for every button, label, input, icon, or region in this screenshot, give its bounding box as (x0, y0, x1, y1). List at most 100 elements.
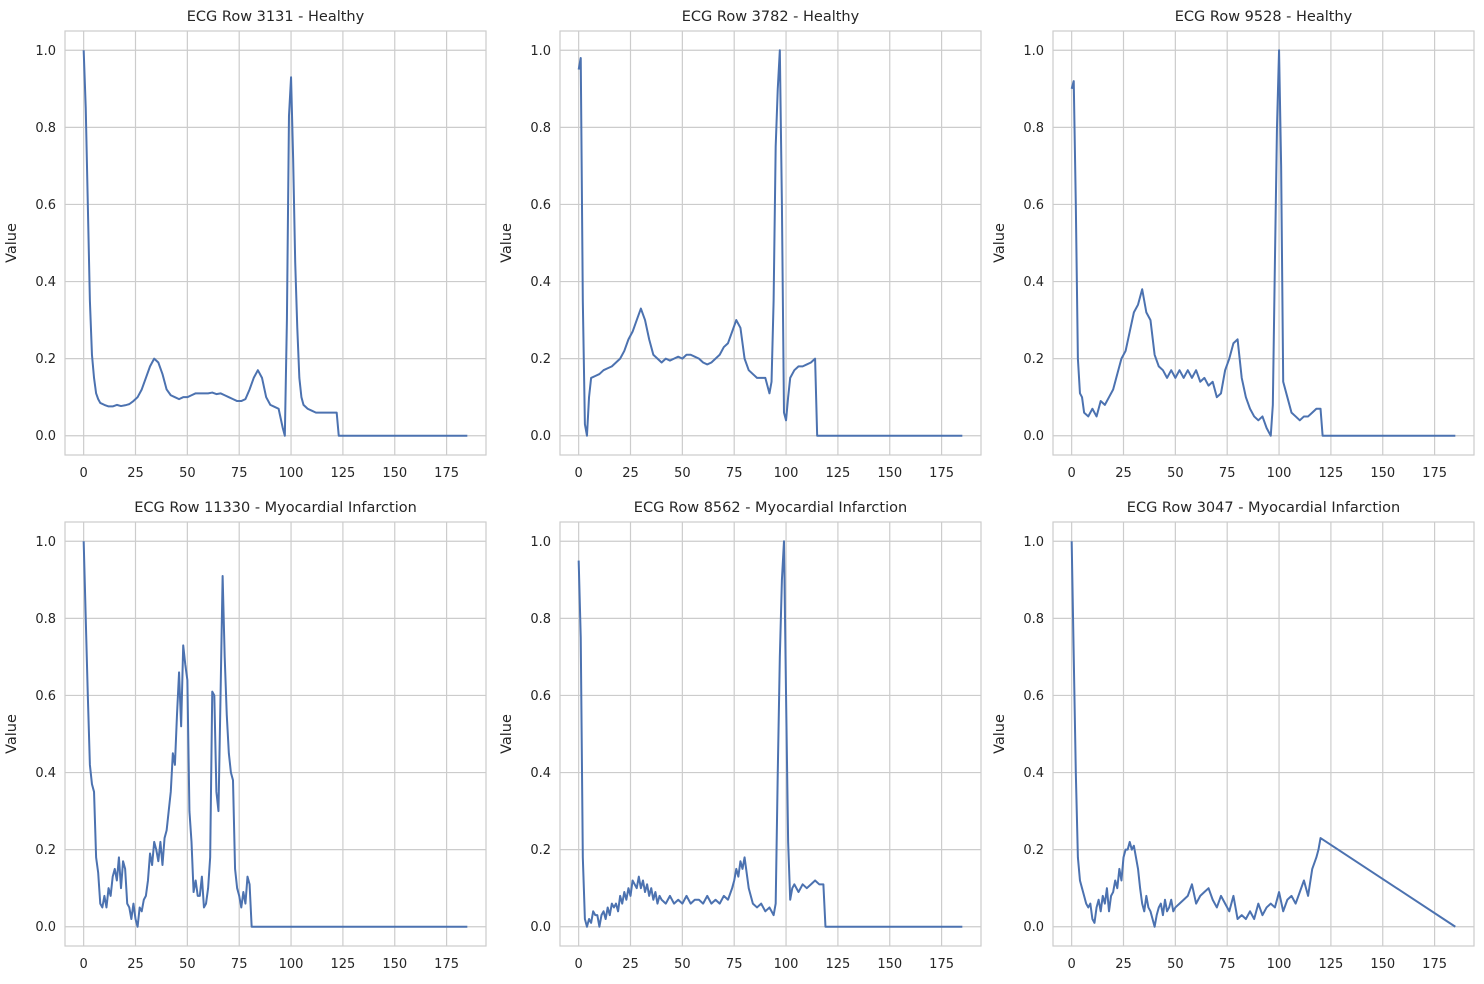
x-tick-label: 0 (80, 466, 88, 481)
x-tick-label: 50 (1167, 466, 1184, 481)
x-tick-label: 0 (1068, 957, 1076, 972)
y-tick-label: 0.6 (530, 689, 551, 704)
x-tick-label: 75 (1219, 466, 1236, 481)
y-tick-label: 0.8 (35, 612, 56, 627)
y-tick-label: 0.6 (1023, 689, 1044, 704)
y-tick-label: 0.0 (35, 920, 56, 935)
y-tick-label: 0.8 (1023, 612, 1044, 627)
x-tick-label: 25 (622, 957, 639, 972)
x-tick-label: 175 (434, 957, 459, 972)
y-axis-label: Value (4, 714, 20, 754)
ecg-series-line (82, 50, 468, 437)
y-axis-label: Value (992, 714, 1008, 754)
ecg-series-line (1070, 541, 1456, 928)
x-tick-label: 125 (825, 957, 850, 972)
x-tick-label: 100 (1267, 957, 1292, 972)
subplot-4: 0 25 50 75 100 125 150 175 0.0 0.2 0.4 0.6 0.8 1.0 ECG… (499, 500, 982, 972)
x-tick-label: 150 (877, 957, 902, 972)
y-tick-label: 0.4 (530, 275, 551, 290)
x-tick-label: 25 (1115, 466, 1132, 481)
y-tick-label: 1.0 (1023, 44, 1044, 59)
ecg-series-line (577, 49, 963, 437)
x-tick-label: 0 (575, 466, 583, 481)
subplot-3: 0 25 50 75 100 125 150 175 0.0 0.2 0.4 0.6 0.8 1.0 ECG… (4, 500, 487, 972)
subplot-title: ECG Row 9528 - Healthy (1175, 9, 1353, 25)
plot-area (64, 30, 487, 456)
y-axis-label: Value (499, 714, 515, 754)
x-tick-label: 175 (1422, 957, 1447, 972)
subplot-1: 0 25 50 75 100 125 150 175 0.0 0.2 0.4 0.6 0.8 1.0 ECG… (499, 9, 982, 481)
y-axis-label: Value (992, 223, 1008, 263)
y-tick-label: 0.6 (1023, 198, 1044, 213)
y-tick-label: 0.2 (1023, 843, 1044, 858)
x-tick-label: 25 (127, 466, 144, 481)
y-tick-label: 0.0 (530, 920, 551, 935)
y-tick-label: 0.0 (1023, 920, 1044, 935)
subplot-title: ECG Row 8562 - Myocardial Infarction (634, 500, 907, 516)
ecg-series-line (1070, 49, 1456, 437)
y-tick-label: 0.4 (35, 766, 56, 781)
x-tick-label: 50 (179, 957, 196, 972)
x-tick-label: 75 (726, 957, 743, 972)
y-tick-label: 1.0 (35, 44, 56, 59)
y-tick-label: 0.2 (1023, 352, 1044, 367)
y-tick-label: 0.4 (35, 275, 56, 290)
y-tick-label: 0.4 (530, 766, 551, 781)
y-tick-label: 0.2 (530, 352, 551, 367)
x-tick-label: 175 (434, 466, 459, 481)
x-tick-label: 125 (1318, 466, 1343, 481)
x-tick-label: 0 (1068, 466, 1076, 481)
x-tick-label: 0 (80, 957, 88, 972)
x-tick-label: 150 (382, 466, 407, 481)
plot-area (559, 521, 982, 947)
x-tick-label: 75 (726, 466, 743, 481)
y-tick-label: 1.0 (35, 535, 56, 550)
x-tick-label: 100 (279, 466, 304, 481)
y-axis-label: Value (499, 223, 515, 263)
x-tick-label: 125 (825, 466, 850, 481)
y-tick-label: 0.6 (35, 198, 56, 213)
subplot-5: 0 25 50 75 100 125 150 175 0.0 0.2 0.4 0.6 0.8 1.0 ECG… (992, 500, 1475, 972)
y-tick-label: 0.4 (1023, 766, 1044, 781)
x-tick-label: 150 (877, 466, 902, 481)
subplot-title: ECG Row 11330 - Myocardial Infarction (134, 500, 417, 516)
y-tick-label: 0.8 (530, 121, 551, 136)
y-tick-label: 0.0 (1023, 429, 1044, 444)
x-tick-label: 175 (1422, 466, 1447, 481)
y-tick-label: 0.8 (530, 612, 551, 627)
y-tick-label: 1.0 (1023, 535, 1044, 550)
y-tick-label: 0.2 (35, 843, 56, 858)
ecg-series-line (82, 541, 468, 928)
x-tick-label: 75 (231, 957, 248, 972)
x-tick-label: 175 (929, 466, 954, 481)
x-tick-label: 25 (1115, 957, 1132, 972)
subplot-title: ECG Row 3047 - Myocardial Infarction (1127, 500, 1400, 516)
y-tick-label: 0.6 (35, 689, 56, 704)
x-tick-label: 125 (1318, 957, 1343, 972)
x-tick-label: 100 (774, 957, 799, 972)
x-tick-label: 150 (382, 957, 407, 972)
y-tick-label: 1.0 (530, 44, 551, 59)
y-tick-label: 0.8 (1023, 121, 1044, 136)
x-tick-label: 125 (330, 466, 355, 481)
ecg-series-line (577, 540, 963, 928)
x-tick-label: 50 (1167, 957, 1184, 972)
y-axis-label: Value (4, 223, 20, 263)
y-tick-label: 0.4 (1023, 275, 1044, 290)
x-tick-label: 25 (622, 466, 639, 481)
y-tick-label: 0.0 (530, 429, 551, 444)
x-tick-label: 100 (279, 957, 304, 972)
plot-area (64, 521, 487, 947)
x-tick-label: 0 (575, 957, 583, 972)
x-tick-label: 50 (179, 466, 196, 481)
plot-area (1052, 30, 1475, 456)
y-tick-label: 0.6 (530, 198, 551, 213)
y-tick-label: 0.2 (530, 843, 551, 858)
x-tick-label: 100 (774, 466, 799, 481)
x-tick-label: 150 (1370, 957, 1395, 972)
y-tick-label: 1.0 (530, 535, 551, 550)
x-tick-label: 175 (929, 957, 954, 972)
subplot-title: ECG Row 3782 - Healthy (682, 9, 860, 25)
x-tick-label: 50 (674, 957, 691, 972)
